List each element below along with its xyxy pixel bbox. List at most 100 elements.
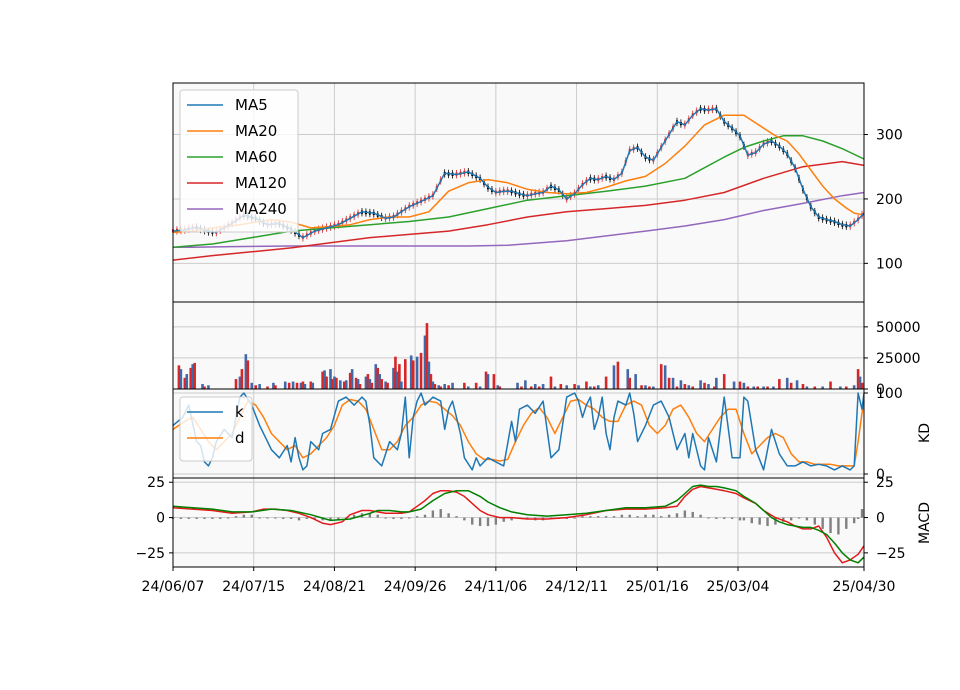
macd-histogram-bar (715, 517, 718, 519)
volume-bar (370, 382, 374, 389)
volume-bar (350, 369, 354, 389)
volume-bar (699, 380, 702, 389)
macd-histogram-bar (447, 513, 450, 518)
macd-histogram-bar (203, 517, 206, 519)
macd-histogram-bar (620, 514, 624, 518)
macd-histogram-bar (860, 509, 864, 518)
macd-histogram-bar (179, 517, 183, 519)
volume-bar (342, 381, 346, 389)
macd-histogram-bar (573, 517, 576, 519)
volume-bar (329, 369, 332, 389)
macd-histogram-bar (274, 517, 277, 519)
volume-bar (201, 384, 204, 389)
volume-bar (177, 365, 181, 389)
macd-histogram-bar (415, 516, 419, 518)
volume-bar (648, 386, 651, 389)
volume-bar (311, 382, 315, 389)
macd-left-y-tick-label: −25 (135, 546, 165, 562)
volume-bar (860, 382, 864, 389)
volume-bar (565, 385, 569, 389)
volume-bar (439, 386, 443, 389)
macd-histogram-bar (667, 514, 671, 518)
macd-histogram-bar (644, 514, 647, 518)
volume-bar (384, 381, 387, 389)
price-line-ma120 (172, 160, 865, 261)
macd-histogram-bar (805, 517, 809, 521)
kd-legend-label-d: d (235, 429, 245, 447)
macd-histogram-bar (652, 514, 655, 518)
volume-bar (589, 386, 592, 389)
macd-histogram-bar (368, 513, 372, 518)
volume-bar (604, 376, 608, 389)
macd-histogram-bar (219, 517, 222, 519)
volume-bar (675, 386, 679, 389)
volume-bar (419, 352, 423, 389)
kd-y-axis-label: KD (917, 423, 933, 443)
volume-bar (858, 376, 862, 389)
volume-bar (484, 371, 488, 389)
volume-bar (189, 367, 193, 389)
volume-bar (378, 374, 382, 389)
macd-histogram-bar (337, 517, 340, 521)
price-y-ticks: 100 200 300 (864, 128, 903, 272)
kd-lines (172, 392, 865, 471)
kd-legend-label-k: k (235, 403, 244, 421)
macd-histogram-bar (486, 517, 490, 527)
macd-histogram-bar (774, 517, 777, 525)
macd-histogram-bar (226, 517, 230, 519)
volume-bar (376, 367, 380, 389)
price-line-ma60 (172, 135, 865, 249)
volume-bar (321, 371, 324, 389)
volume-bar (398, 364, 401, 389)
price-lines (172, 108, 865, 261)
macd-histogram-bar (660, 516, 663, 518)
volume-bar (722, 374, 726, 389)
macd-histogram-bar (502, 517, 505, 522)
volume-plot-background (173, 302, 864, 389)
macd-histogram-bar (471, 517, 474, 525)
volume-bar (443, 384, 446, 389)
volume-bar (839, 386, 842, 389)
volume-bar (634, 374, 637, 389)
volume-bar (795, 380, 799, 389)
volume-bar (626, 369, 630, 389)
volume-bar (573, 384, 576, 389)
volume-bar (258, 384, 261, 389)
price-line-ma5 (172, 108, 865, 239)
macd-histogram-bar (352, 514, 356, 518)
volume-bar (447, 385, 450, 389)
volume-bar (752, 386, 756, 389)
price-line-ma240 (173, 191, 865, 249)
volume-bar (529, 386, 533, 389)
volume-bar (549, 376, 553, 389)
macd-left-y-tick-label: 0 (156, 511, 165, 527)
macd-histogram-bar (758, 517, 761, 525)
volume-bar (234, 379, 238, 389)
macd-histogram-bar (195, 517, 198, 519)
macd-histogram-bar (813, 517, 816, 525)
macd-histogram-bar (852, 517, 856, 524)
macd-histogram-bar (282, 517, 285, 519)
volume-bar (592, 386, 596, 389)
kd-plot-background (173, 389, 864, 478)
macd-histogram-bar (742, 517, 746, 521)
macd-y-tick-label: 0 (876, 511, 885, 527)
volume-bar (463, 382, 466, 389)
macd-histogram-bar (376, 514, 379, 518)
volume-bar (244, 354, 248, 389)
macd-histogram-bar (258, 517, 261, 519)
volume-bar (746, 386, 750, 389)
volume-bar (246, 360, 250, 389)
volume-bar (429, 374, 433, 389)
macd-histogram-bar (408, 517, 411, 519)
volume-bar (451, 382, 454, 389)
volume-bar (339, 380, 342, 389)
price-legend-box (179, 89, 299, 233)
volume-bar (789, 382, 793, 389)
volume-bar (254, 385, 257, 389)
volume-bar (652, 386, 655, 389)
macd-histogram-bar (423, 514, 427, 518)
volume-panel: 0 25000 50000 (172, 301, 921, 398)
volume-bar (354, 377, 358, 389)
volume-bar (683, 384, 687, 389)
